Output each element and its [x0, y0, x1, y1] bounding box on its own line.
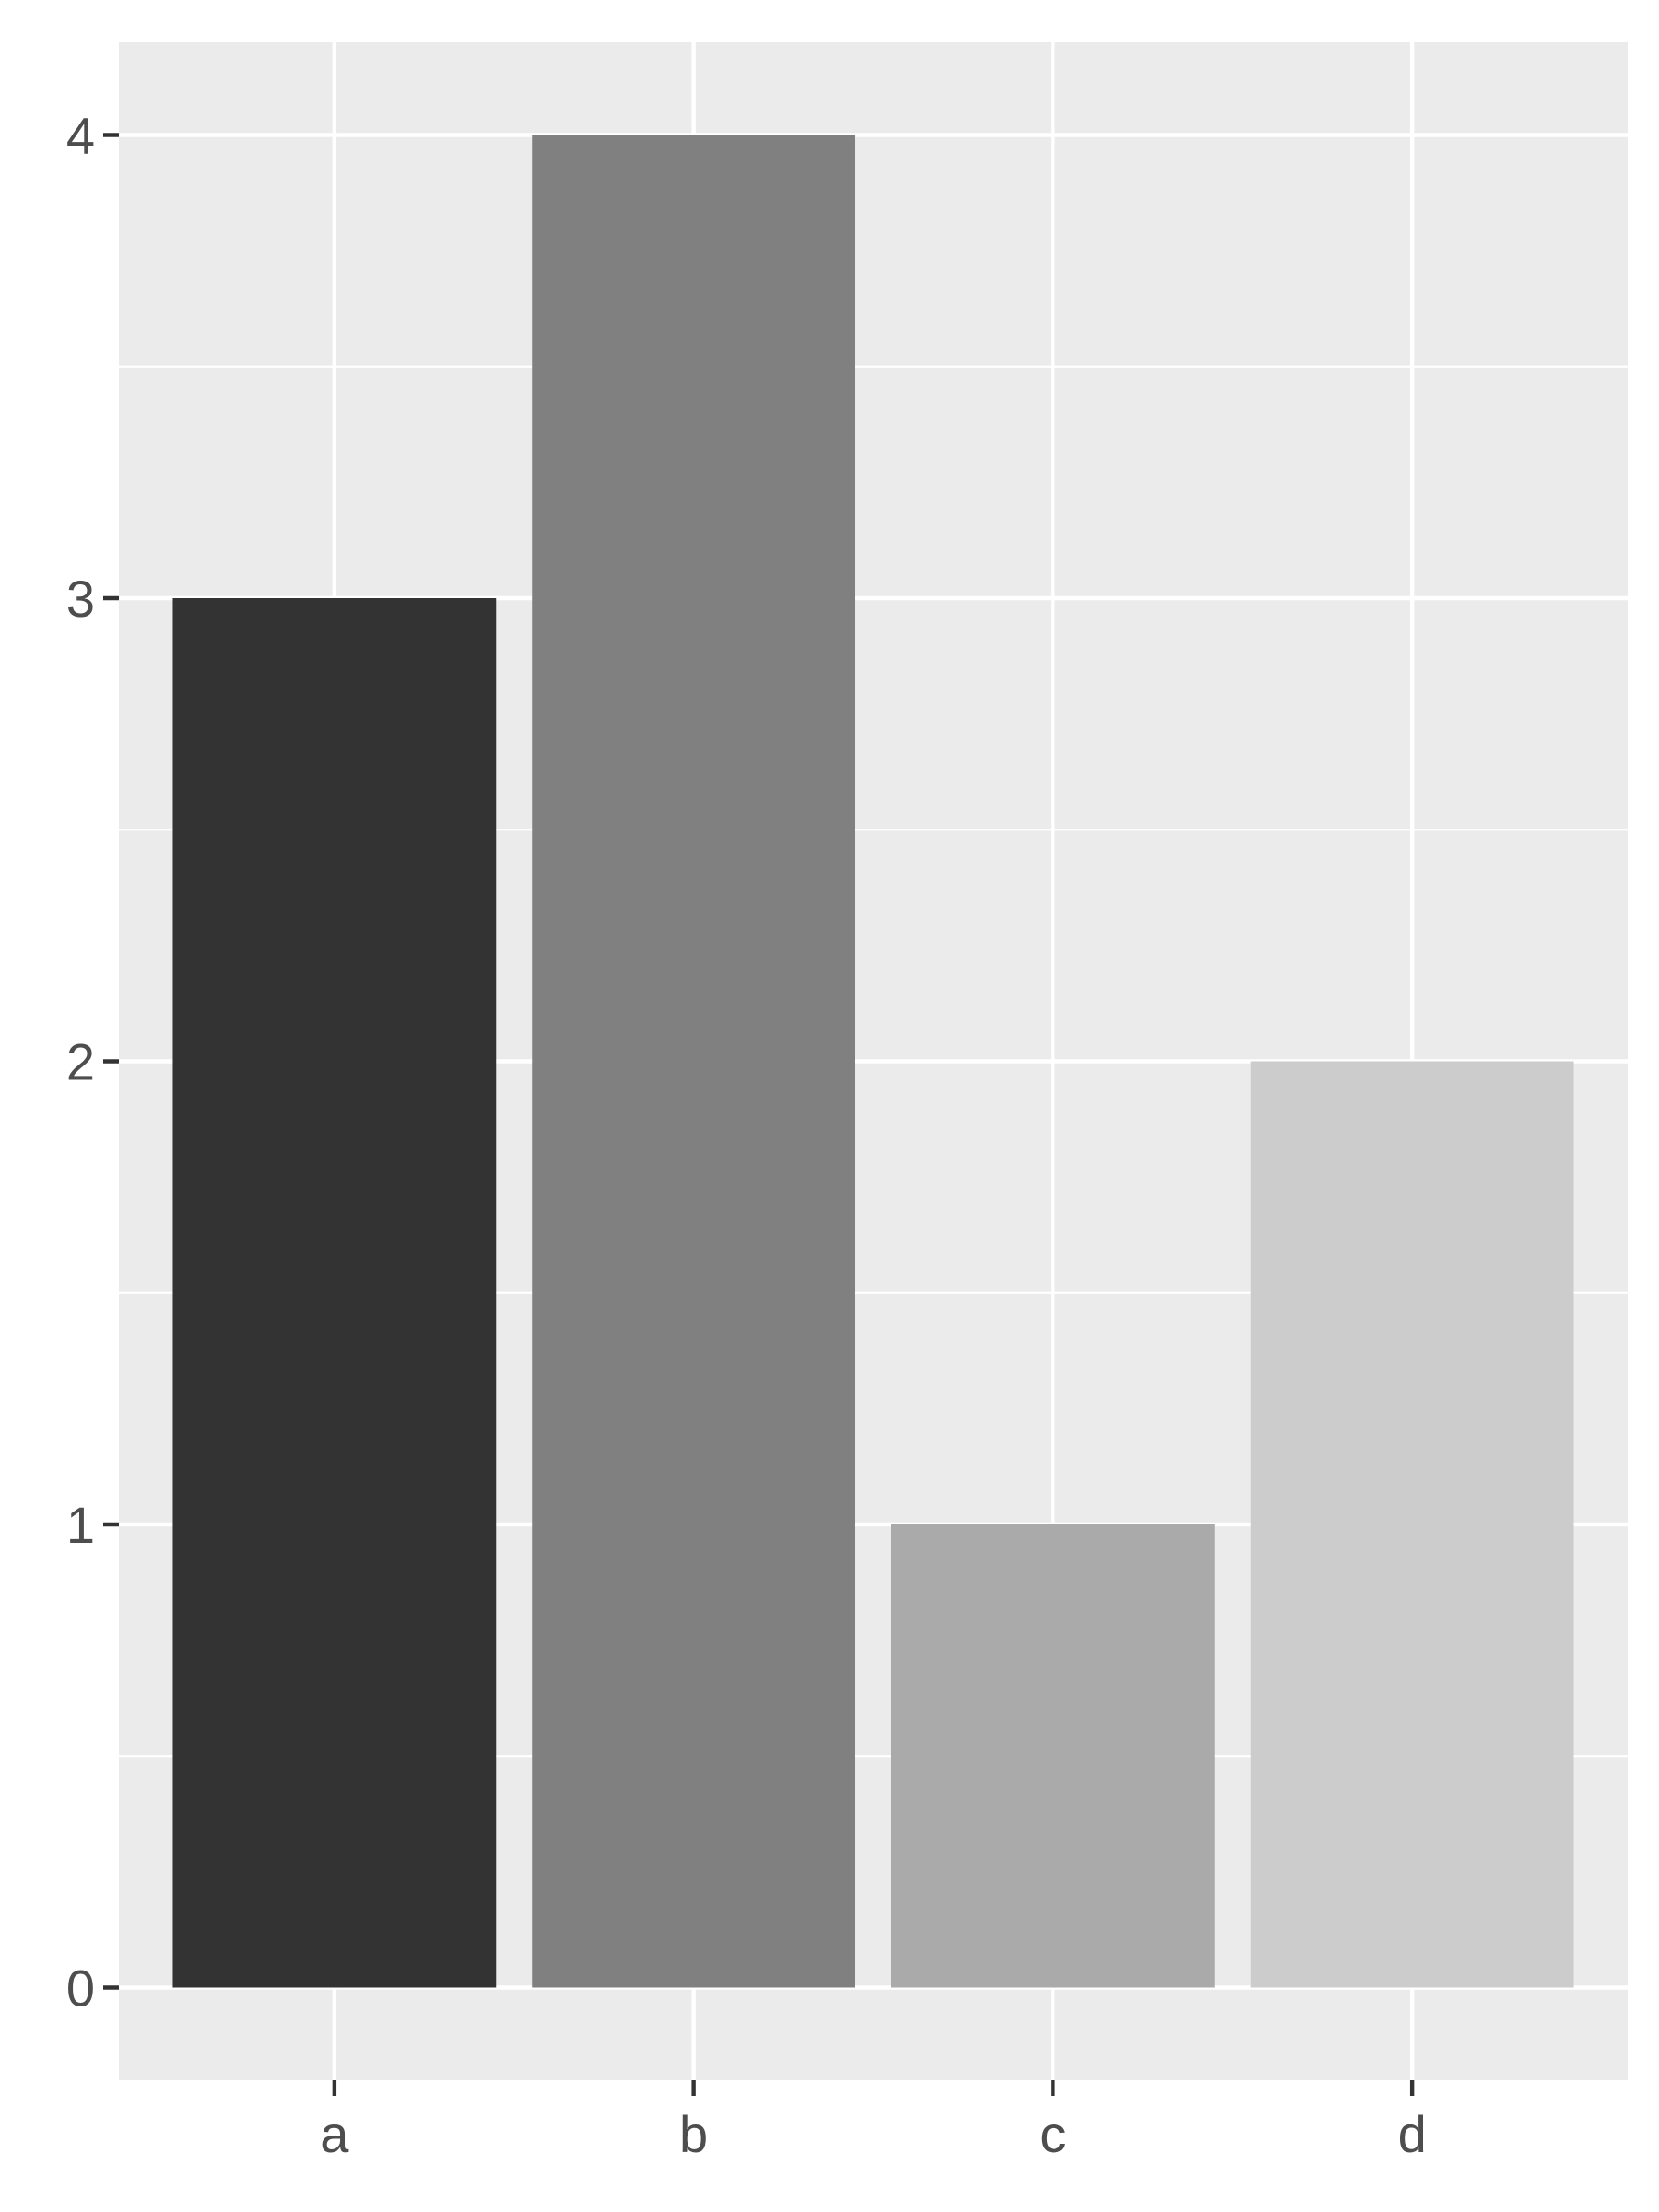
x-tick-label: b	[679, 2105, 708, 2163]
y-axis: 0 1 2 3 4	[66, 107, 119, 2018]
x-tick-label: d	[1398, 2105, 1427, 2163]
x-tick-label: c	[1040, 2105, 1065, 2163]
y-tick-label: 0	[66, 1959, 95, 2018]
y-tick-label: 3	[66, 570, 95, 628]
x-axis: a b c d	[320, 2080, 1427, 2163]
bars	[172, 135, 1574, 1988]
bar-c	[890, 1524, 1215, 1988]
x-tick-label: a	[320, 2105, 349, 2163]
y-tick-label: 2	[66, 1033, 95, 1091]
bar-a	[172, 598, 497, 1988]
y-tick-label: 1	[66, 1496, 95, 1554]
bar-b	[532, 135, 856, 1988]
y-tick-label: 4	[66, 107, 95, 165]
bar-d	[1250, 1061, 1574, 1988]
